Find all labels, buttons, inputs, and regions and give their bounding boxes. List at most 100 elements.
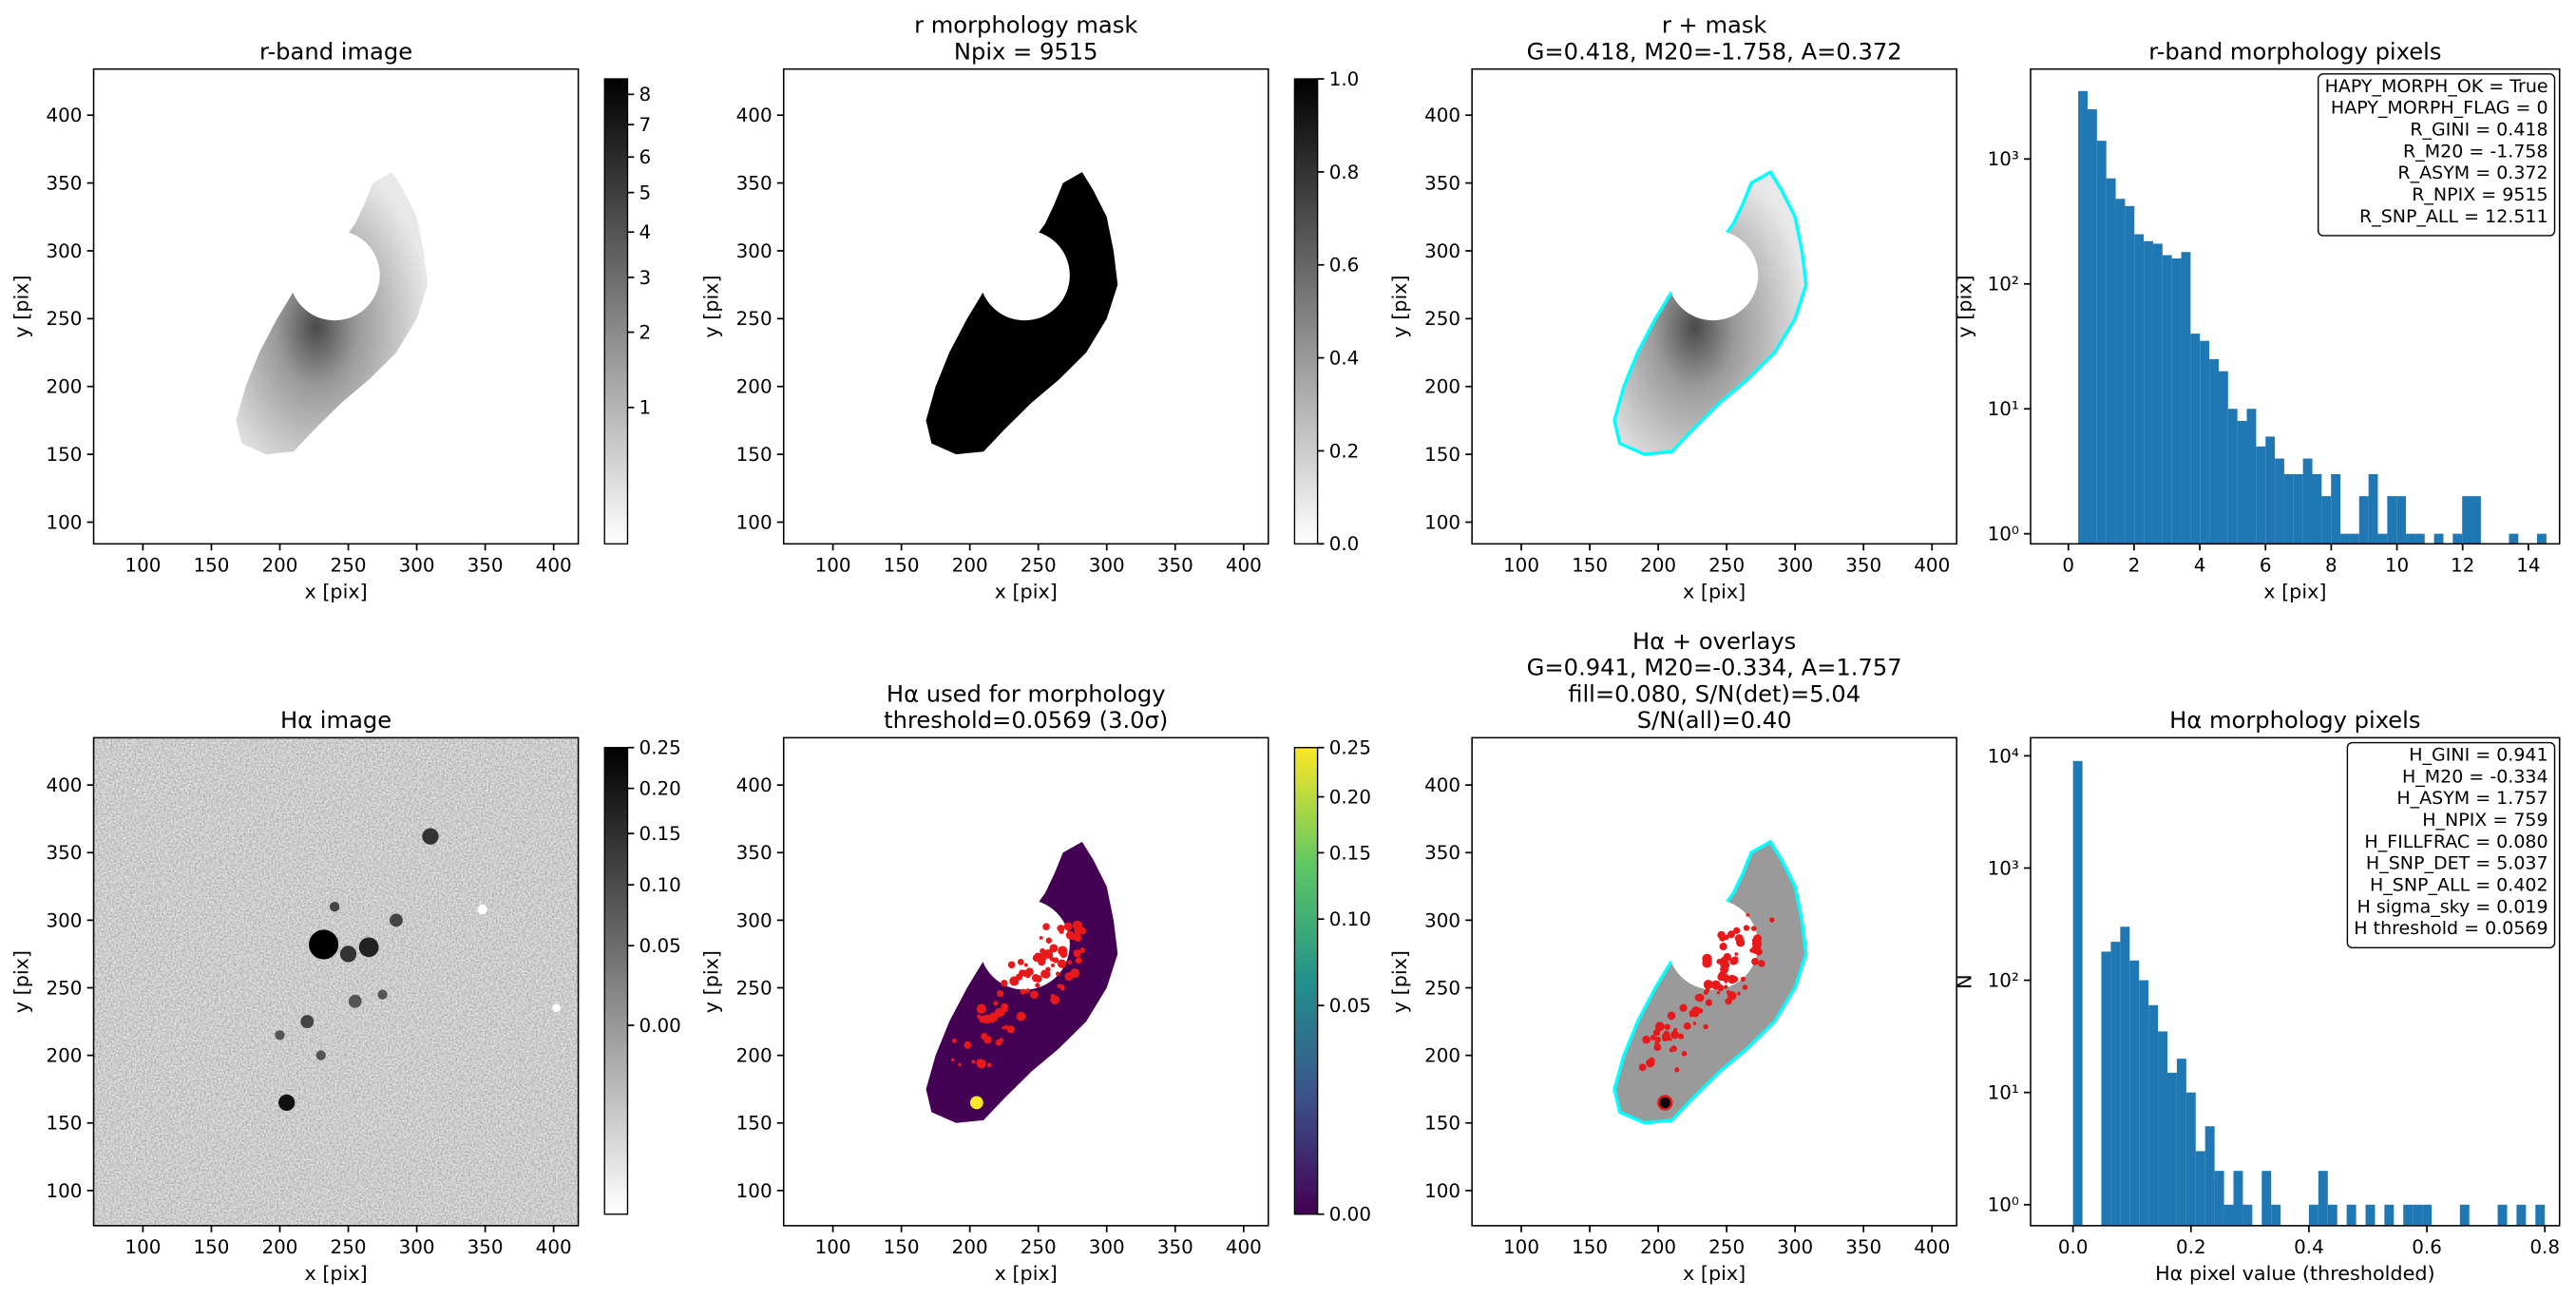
- plot-area: [236, 172, 429, 455]
- colorbar-tick-label: 0.05: [1329, 995, 1371, 1017]
- x-tick-label: 300: [1089, 555, 1125, 577]
- colorbar: [1293, 78, 1319, 545]
- x-tick-label: 300: [399, 555, 435, 577]
- x-tick-label: 6: [2260, 555, 2272, 577]
- colorbar-tick-label: 0.20: [1329, 786, 1371, 808]
- detected-pixel: [1758, 960, 1765, 967]
- colorbar-tick-label: 0.10: [639, 874, 681, 896]
- y-tick-label: 250: [736, 977, 773, 999]
- detected-pixel: [1716, 990, 1721, 995]
- bar: [2422, 1204, 2433, 1226]
- detected-pixel: [1670, 1030, 1679, 1040]
- masked-region: [289, 230, 380, 321]
- source: [300, 1015, 315, 1028]
- bar: [2537, 533, 2547, 544]
- panel-title: r morphology mask: [914, 12, 1137, 39]
- bar: [2227, 409, 2238, 544]
- plot-area: [925, 841, 1118, 1123]
- y-tick-label: 250: [1424, 308, 1460, 330]
- detected-pixel: [1689, 1010, 1693, 1015]
- y-tick-label: 300: [47, 240, 83, 262]
- detected-pixel: [979, 1015, 987, 1023]
- detected-pixel: [1743, 925, 1750, 931]
- y-tick-label: 400: [1424, 774, 1460, 796]
- bar: [2516, 1204, 2527, 1226]
- source: [358, 937, 379, 958]
- bar: [2110, 942, 2121, 1226]
- detected-pixel: [1075, 957, 1082, 965]
- y-tick-label: 400: [47, 774, 83, 796]
- x-tick-label: 250: [1708, 1236, 1745, 1258]
- bar: [2120, 926, 2130, 1226]
- y-tick-label: 200: [736, 376, 773, 398]
- colorbar-tick-label: 0.4: [1329, 348, 1360, 370]
- source: [422, 828, 439, 845]
- x-tick-label: 200: [1640, 1236, 1676, 1258]
- y-tick-label: 350: [47, 842, 83, 864]
- bar: [2413, 1204, 2423, 1226]
- detected-pixel: [1058, 946, 1068, 956]
- detected-pixel: [1702, 953, 1712, 965]
- detected-pixel: [971, 1060, 976, 1064]
- source: [348, 994, 362, 1008]
- y-tick-label: 150: [1424, 444, 1460, 466]
- detected-pixel: [1057, 959, 1067, 968]
- colorbar-tick-label: 1.0: [1329, 68, 1360, 90]
- bar: [2265, 436, 2276, 544]
- detected-pixel: [1059, 928, 1064, 934]
- x-tick-label: 8: [2325, 555, 2337, 577]
- x-tick-label: 300: [1777, 555, 1813, 577]
- detected-pixel: [1674, 1067, 1680, 1073]
- masked-region: [1668, 230, 1759, 321]
- x-axis-label: x [pix]: [995, 580, 1058, 602]
- panel-title: Hα used for morphology: [887, 680, 1166, 707]
- colorbar: [603, 747, 629, 1215]
- x-tick-label: 14: [2516, 555, 2540, 577]
- detected-pixel: [1025, 988, 1031, 994]
- detected-pixel: [1063, 922, 1073, 931]
- detected-pixel: [1032, 954, 1040, 963]
- bar: [2087, 109, 2097, 544]
- bar: [2403, 1204, 2414, 1226]
- y-tick-label: 100: [736, 511, 773, 533]
- colorbar-tick-label: 0.6: [1329, 255, 1360, 277]
- colorbar-tick-label: 0.8: [1329, 162, 1360, 183]
- x-tick-label: 100: [1503, 555, 1539, 577]
- artifact: [477, 904, 487, 915]
- x-tick-label: 300: [1777, 1236, 1813, 1258]
- x-tick-label: 250: [1021, 1236, 1057, 1258]
- colorbar-tick-label: 1: [639, 397, 652, 419]
- y-tick-label: 10⁴: [1988, 745, 2019, 767]
- detected-pixel: [1703, 980, 1713, 990]
- y-tick-label: 300: [736, 240, 773, 262]
- bar: [2396, 496, 2407, 544]
- bar: [2152, 243, 2163, 544]
- bar: [2535, 1204, 2546, 1226]
- bar: [2368, 473, 2378, 544]
- bar: [2176, 1059, 2186, 1226]
- x-tick-label: 150: [1572, 1236, 1608, 1258]
- y-tick-label: 400: [47, 105, 83, 126]
- detected-pixel: [1740, 976, 1746, 982]
- detected-pixel: [1751, 926, 1757, 931]
- source: [278, 1094, 296, 1112]
- y-axis-label: N: [1954, 974, 1976, 989]
- x-tick-label: 0.4: [2294, 1236, 2324, 1258]
- info-line: HAPY_MORPH_OK = True: [2325, 76, 2548, 97]
- x-axis-label: x [pix]: [1683, 580, 1746, 602]
- detected-pixel: [1067, 960, 1073, 965]
- y-axis-label: y [pix]: [10, 275, 32, 337]
- detected-pixel: [1679, 1003, 1688, 1012]
- detected-pixel: [1742, 984, 1748, 990]
- y-tick-label: 200: [736, 1045, 773, 1067]
- info-line: H_M20 = -0.334: [2402, 766, 2548, 787]
- detected-pixel: [1664, 1023, 1670, 1030]
- detected-pixel: [1060, 986, 1065, 991]
- bar: [2340, 533, 2350, 544]
- detected-pixel: [1703, 1023, 1708, 1030]
- y-tick-label: 300: [736, 909, 773, 931]
- detected-pixel: [1726, 989, 1731, 995]
- detected-pixel: [997, 990, 1004, 998]
- detected-pixel: [1057, 926, 1061, 930]
